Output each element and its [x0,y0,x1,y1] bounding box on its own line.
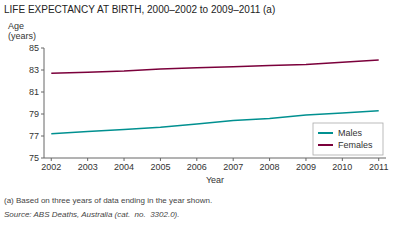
legend: Males Females [313,123,383,155]
x-tick-label: 2010 [332,162,352,172]
legend-box [313,123,383,155]
x-tick-label: 2011 [369,162,388,172]
y-tick [41,114,44,115]
y-axis-label: Age [8,21,24,31]
legend-swatch [318,132,333,134]
x-tick [51,158,52,161]
legend-label: Females [338,140,373,150]
x-tick [342,158,343,161]
y-tick-label: 79 [29,109,39,119]
y-tick-label: 75 [29,153,39,163]
x-tick-label: 2005 [150,162,170,172]
y-tick [41,136,44,137]
legend-label: Males [338,128,363,138]
x-tick-label: 2006 [187,162,207,172]
x-tick [269,158,270,161]
chart: LIFE EXPECTANCY AT BIRTH, 2000–2002 to 2… [0,0,397,227]
x-tick [196,158,197,161]
y-axis-label: (years) [8,31,36,41]
x-tick-label: 2009 [296,162,316,172]
footnote: (a) Based on three years of data ending … [4,196,212,205]
y-tick [41,92,44,93]
x-tick-label: 2003 [78,162,98,172]
x-axis-label: Year [206,175,224,185]
y-tick-label: 77 [29,131,39,141]
y-tick-label: 81 [29,87,39,97]
x-tick [378,158,379,161]
title: LIFE EXPECTANCY AT BIRTH, 2000–2002 to 2… [4,4,275,15]
y-tick-label: 85 [29,43,39,53]
x-axis [44,158,386,159]
y-tick-label: 83 [29,65,39,75]
x-tick-label: 2002 [41,162,61,172]
footnote: Source: ABS Deaths, Australia (cat. no. … [4,210,180,219]
x-tick-label: 2007 [223,162,243,172]
y-tick [41,158,44,159]
legend-swatch [318,144,333,146]
x-tick [160,158,161,161]
x-tick [87,158,88,161]
y-axis [44,48,45,158]
x-tick-label: 2004 [114,162,134,172]
x-tick [124,158,125,161]
x-tick [233,158,234,161]
y-tick [41,70,44,71]
x-tick-label: 2008 [260,162,280,172]
x-tick [305,158,306,161]
y-tick [41,48,44,49]
series-line [51,60,378,73]
